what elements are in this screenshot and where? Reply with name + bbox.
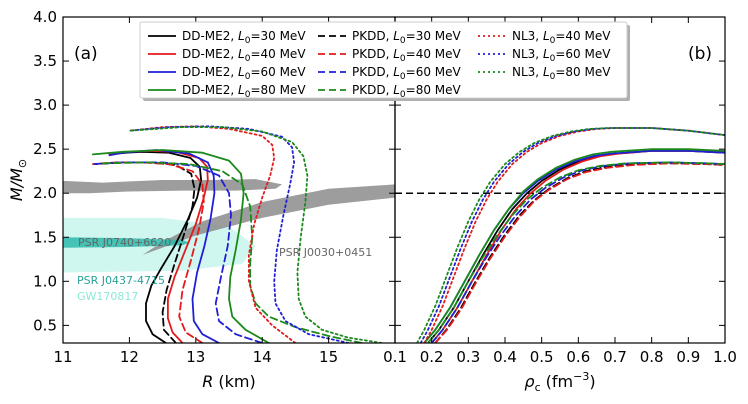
x-axis-label-b-close: ) — [589, 372, 595, 391]
legend-label: NL3, L0=80 MeV — [512, 65, 611, 82]
legend-label: NL3, L0=40 MeV — [512, 29, 611, 46]
x-axis-label-b-rho: ρ — [524, 372, 534, 391]
series-b-nl3-l0-60-mev — [419, 127, 725, 343]
y-tick-label: 4.0 — [33, 8, 57, 26]
x-axis-label-b: ρc (fm−3) — [524, 370, 595, 394]
x-tick-label-b: 0.7 — [603, 348, 627, 366]
label-psr-j0030-0451: PSR J0030+0451 — [279, 246, 372, 259]
panel-b-label: (b) — [688, 44, 712, 64]
x-tick-label-b: 0.4 — [493, 348, 517, 366]
region-psr-j0030-0451 — [142, 184, 395, 255]
series-b-pkdd-l0-40-mev — [434, 162, 725, 343]
legend-label: DD-ME2, L0=30 MeV — [182, 29, 306, 46]
series-b-nl3-l0-80-mev — [416, 127, 725, 343]
legend-label: PKDD, L0=80 MeV — [352, 83, 462, 100]
label-gw170817: GW170817 — [77, 290, 138, 303]
series-b-dd-me2-l0-80-mev — [423, 148, 725, 343]
x-tick-label-b: 0.5 — [530, 348, 554, 366]
series-a-dd-me2-l0-80-mev — [92, 149, 270, 343]
y-tick-label: 2.5 — [33, 140, 57, 158]
x-axis-label-b-sub: c — [535, 381, 541, 394]
x-axis-label-b-unit: (fm — [546, 372, 573, 391]
x-tick-label-b: 0.3 — [456, 348, 480, 366]
x-axis-label-a-r: R — [202, 372, 213, 391]
x-tick-label-b: 0.9 — [676, 348, 700, 366]
x-tick-label-b: 0.1 — [383, 348, 407, 366]
panel-b-frame — [394, 16, 726, 344]
x-tick-label-b: 1.0 — [713, 348, 737, 366]
y-axis-label-m: M — [7, 187, 26, 201]
label-psr-j0437-4715: PSR J0437-4715 — [77, 274, 165, 287]
y-tick-label: 3.5 — [33, 52, 57, 70]
x-tick-label-b: 0.2 — [420, 348, 444, 366]
x-axis-label-a-unit: (km) — [218, 372, 255, 391]
label-psr-j0740-6620: PSR J0740+6620 — [78, 236, 171, 249]
panel-a-label: (a) — [74, 44, 98, 64]
y-tick-label: 0.5 — [33, 316, 57, 334]
legend-label: PKDD, L0=40 MeV — [352, 47, 462, 64]
legend-label: DD-ME2, L0=40 MeV — [182, 47, 306, 64]
series-b-pkdd-l0-60-mev — [430, 161, 725, 343]
x-tick-label-a: 14 — [253, 348, 272, 366]
series-b-nl3-l0-40-mev — [423, 127, 725, 343]
y-axis-label-sub: ⊙ — [16, 159, 29, 168]
legend-label: NL3, L0=60 MeV — [512, 47, 611, 64]
legend-label: DD-ME2, L0=80 MeV — [182, 83, 306, 100]
y-axis-label: M/M⊙ — [7, 159, 29, 201]
x-tick-label-a: 12 — [120, 348, 139, 366]
x-tick-label-b: 0.8 — [640, 348, 664, 366]
x-tick-label-a: 13 — [186, 348, 205, 366]
y-tick-label: 1.5 — [33, 228, 57, 246]
y-tick-label: 1.0 — [33, 272, 57, 290]
x-tick-label-b: 0.6 — [566, 348, 590, 366]
y-tick-label: 2.0 — [33, 184, 57, 202]
x-axis-label-a: R (km) — [202, 372, 255, 391]
x-axis-label-b-sup: −3 — [573, 370, 589, 383]
series-b-pkdd-l0-80-mev — [427, 161, 725, 343]
legend-label: PKDD, L0=60 MeV — [352, 65, 462, 82]
legend-box — [139, 21, 628, 99]
x-tick-label-a: 15 — [319, 348, 338, 366]
legend-label: DD-ME2, L0=60 MeV — [182, 65, 306, 82]
x-tick-label-a: 11 — [53, 348, 72, 366]
legend-label: PKDD, L0=30 MeV — [352, 29, 462, 46]
y-axis-label-over: /M — [7, 168, 26, 189]
series-a-pkdd-l0-40-mev — [92, 161, 205, 343]
y-tick-label: 3.0 — [33, 96, 57, 114]
series-a-pkdd-l0-80-mev — [101, 161, 363, 343]
series-a-nl3-l0-80-mev — [128, 126, 383, 343]
region-psr-j0437-4715 — [63, 237, 190, 248]
